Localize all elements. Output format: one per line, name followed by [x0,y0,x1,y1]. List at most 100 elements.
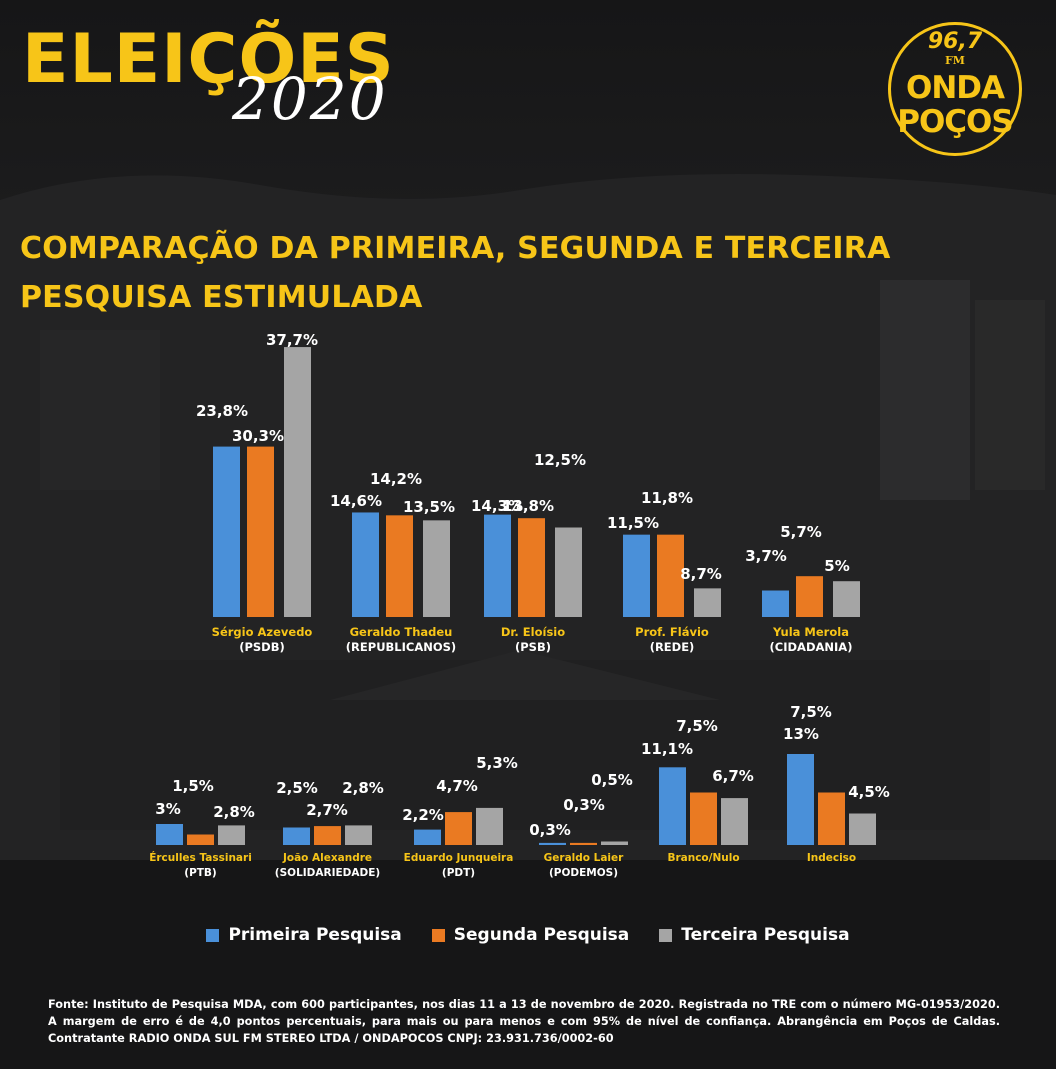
bar-segunda-0-2 [518,518,545,617]
chart-legend: Primeira Pesquisa Segunda Pesquisa Terce… [0,925,1056,945]
value-label-terceira-1-2: 5,3% [476,754,518,772]
bar-segunda-1-3 [570,842,597,845]
legend-label-terceira: Terceira Pesquisa [681,925,850,945]
value-label-terceira-1-1: 2,8% [342,779,384,797]
bar-primeira-0-0 [213,446,240,617]
source-footer: Fonte: Instituto de Pesquisa MDA, com 60… [48,998,1000,1045]
bar-primeira-1-2 [414,829,441,845]
bar-terceira-0-3 [694,588,721,617]
value-label-segunda-0-4: 5,7% [780,523,822,541]
value-label-primeira-0-3: 11,5% [607,514,659,532]
value-label-segunda-0-0: 30,3% [232,427,284,445]
legend-item-segunda: Segunda Pesquisa [431,925,630,945]
value-label-segunda-1-1: 2,7% [306,801,348,819]
legend-item-terceira: Terceira Pesquisa [659,925,850,945]
category-name-0-3: Prof. Flávio [635,625,709,639]
bar-primeira-1-3 [539,842,566,845]
value-label-primeira-0-2: 14,3% [471,497,523,515]
legend-label-primeira: Primeira Pesquisa [228,925,402,945]
category-name-1-2: Eduardo Junqueira [404,852,514,864]
category-party-1-3: (PODEMOS) [549,867,618,879]
bar-primeira-1-5 [787,754,814,845]
legend-swatch-primeira [206,928,220,942]
subtitle-line1: COMPARAÇÃO DA PRIMEIRA, SEGUNDA E TERCEI… [20,231,891,266]
value-label-segunda-0-1: 14,2% [370,470,422,488]
category-party-1-1: (SOLIDARIEDADE) [275,867,380,879]
bar-segunda-1-2 [445,812,472,845]
category-name-1-3: Geraldo Laier [544,852,624,864]
bar-primeira-0-3 [623,534,650,617]
header-year: 2020 [232,65,388,133]
logo-fm: FM [945,54,965,67]
bar-segunda-1-0 [187,834,214,845]
value-label-terceira-1-0: 2,8% [213,803,255,821]
category-name-0-1: Geraldo Thadeu [350,625,453,639]
legend-swatch-terceira [659,928,673,942]
category-party-1-0: (PTB) [184,867,216,879]
bar-primeira-1-0 [156,824,183,845]
legend-swatch-segunda [431,928,445,942]
bar-primeira-0-4 [762,590,789,617]
bar-segunda-1-4 [690,792,717,845]
legend-item-primeira: Primeira Pesquisa [206,925,402,945]
bar-terceira-1-5 [849,813,876,845]
bar-terceira-1-1 [345,825,372,845]
bar-terceira-1-4 [721,798,748,845]
bar-terceira-1-3 [601,841,628,845]
bar-segunda-0-0 [247,446,274,617]
category-party-0-0: (PSDB) [239,640,285,654]
logo-line1: ONDA [905,70,1005,106]
value-label-segunda-1-0: 1,5% [172,777,214,795]
category-party-1-2: (PDT) [442,867,475,879]
category-name-1-4: Branco/Nulo [667,852,739,864]
category-name-0-4: Yula Merola [772,625,849,639]
value-label-terceira-0-2: 12,5% [534,451,586,469]
bar-terceira-0-0 [284,347,311,617]
value-label-terceira-1-3: 0,5% [591,771,633,789]
value-label-terceira-0-1: 13,5% [403,498,455,516]
value-label-primeira-1-2: 2,2% [402,806,444,824]
value-label-terceira-1-4: 6,7% [712,767,754,785]
value-label-segunda-1-4: 7,5% [676,717,718,735]
station-logo: 96,7 FM ONDA POÇOS [888,22,1022,156]
value-label-primeira-0-0: 23,8% [196,402,248,420]
value-label-primeira-0-1: 14,6% [330,492,382,510]
bar-terceira-0-1 [423,520,450,617]
bar-terceira-0-2 [555,527,582,617]
legend-label-segunda: Segunda Pesquisa [453,925,630,945]
value-label-primeira-1-0: 3% [155,800,180,818]
value-label-segunda-1-2: 4,7% [436,777,478,795]
category-name-1-0: Érculles Tassinari [149,851,252,864]
value-label-terceira-0-4: 5% [824,557,849,575]
logo-frequency: 96,7 [927,29,983,54]
value-label-segunda-0-2: 13,8% [502,497,554,515]
bar-terceira-1-2 [476,807,503,845]
header-title: ELEIÇÕES [22,20,395,99]
bar-primeira-1-1 [283,827,310,845]
category-party-0-4: (CIDADANIA) [770,640,853,654]
bar-primeira-0-2 [484,514,511,617]
category-name-0-0: Sérgio Azevedo [212,625,313,639]
bar-segunda-0-3 [657,534,684,617]
subtitle-line2: PESQUISA ESTIMULADA [20,280,423,315]
logo-line2: POÇOS [897,104,1014,140]
bar-segunda-0-1 [386,515,413,617]
value-label-terceira-0-0: 37,7% [266,331,318,349]
category-party-0-3: (REDE) [650,640,695,654]
value-label-terceira-0-3: 8,7% [680,565,722,583]
chart-subtitle: COMPARAÇÃO DA PRIMEIRA, SEGUNDA E TERCEI… [20,224,1040,322]
value-label-segunda-1-3: 0,3% [563,796,605,814]
value-label-primeira-0-4: 3,7% [745,547,787,565]
category-name-1-5: Indeciso [807,852,856,864]
bar-segunda-1-5 [818,792,845,845]
bar-terceira-1-0 [218,825,245,845]
category-party-0-2: (PSB) [515,640,551,654]
value-label-primeira-1-1: 2,5% [276,779,318,797]
category-name-1-1: João Alexandre [282,852,372,864]
value-label-primeira-1-3: 0,3% [529,821,571,839]
value-label-primeira-1-5: 13% [783,725,819,743]
bar-primeira-0-1 [352,512,379,617]
category-name-0-2: Dr. Eloísio [501,625,565,639]
